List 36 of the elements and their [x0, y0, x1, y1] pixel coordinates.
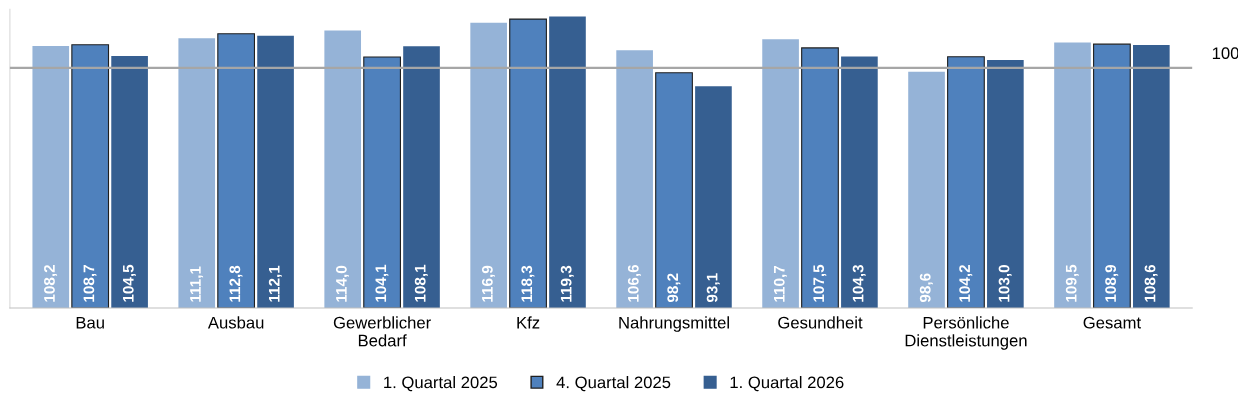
ref-line-label: 100	[1212, 47, 1238, 60]
data-label: 108,2	[44, 265, 58, 302]
data-label: 112,1	[268, 265, 282, 302]
x-tick-label: Bau	[76, 316, 104, 329]
data-label: 108,7	[83, 265, 97, 302]
data-label: 111,1	[190, 266, 204, 302]
data-label: 104,1	[375, 264, 389, 302]
x-tick-label: Kfz	[517, 316, 540, 329]
data-label: 109,5	[1065, 264, 1079, 302]
data-label: 116,9	[481, 265, 495, 302]
data-label: 114,0	[335, 265, 350, 302]
x-tick-label: Nahrungsmittel	[619, 316, 729, 332]
data-label: 93,1	[706, 273, 720, 303]
data-label: 106,6	[627, 264, 641, 302]
data-label: 108,9	[1105, 264, 1119, 302]
legend-label: 1. Quartal 2026	[730, 376, 844, 392]
x-tick-label: Gesundheit	[778, 316, 863, 329]
data-label: 103,0	[998, 265, 1012, 302]
data-label: 112,8	[229, 265, 243, 302]
x-tick-label: Persönliche Dienstleistungen	[905, 316, 1027, 350]
data-label: 108,1	[414, 264, 428, 302]
legend-label: 4. Quartal 2025	[556, 376, 671, 392]
data-label: 119,3	[560, 265, 574, 302]
data-label: 104,2	[959, 265, 973, 302]
data-label: 104,3	[852, 264, 866, 302]
data-label: 104,5	[122, 264, 136, 302]
x-tick-label: Ausbau	[207, 316, 264, 329]
x-tick-label: Gesamt	[1083, 316, 1141, 329]
data-label: 107,5	[813, 264, 827, 302]
data-label: 108,6	[1144, 264, 1158, 302]
legend-label: 1. Quartal 2025	[384, 376, 498, 392]
data-label: 98,2	[667, 273, 681, 303]
data-label: 118,3	[521, 265, 535, 302]
data-label: 98,6	[919, 273, 933, 303]
x-tick-label: Gewerblicher Bedarf	[333, 316, 431, 347]
data-label: 110,7	[773, 265, 787, 302]
